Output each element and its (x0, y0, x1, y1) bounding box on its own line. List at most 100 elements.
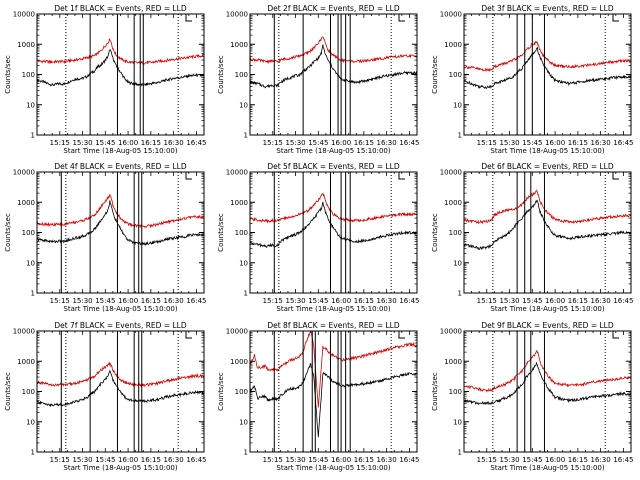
x-tick-label: 16:15 (568, 139, 588, 147)
state-indicator-mark (398, 14, 405, 22)
state-indicator-mark (398, 172, 405, 180)
y-tick-label: 1000 (444, 358, 462, 366)
panel-title: Det 4f BLACK = Events, RED = LLD (54, 162, 187, 171)
x-tick-label: 15:30 (72, 456, 92, 464)
x-tick-label: 16:00 (331, 297, 351, 305)
y-axis-label: Counts/sec (217, 372, 225, 411)
y-tick-label: 1 (244, 132, 248, 140)
panel-det-2f: 1 10 100 1000 10000 15:15 15:30 15:45 16:00 16:15… (217, 4, 420, 155)
panel-det-3f: 1 10 100 1000 10000 15:15 15:30 15:45 16:00 16:15… (431, 4, 634, 155)
x-tick-label: 15:30 (72, 139, 92, 147)
x-tick-label: 16:15 (141, 297, 161, 305)
state-indicator-mark (612, 14, 619, 22)
x-tick-label: 15:15 (50, 139, 70, 147)
series-group (464, 189, 631, 251)
x-tick-label: 16:30 (377, 139, 397, 147)
x-tick-label: 15:30 (499, 139, 519, 147)
y-axis-label: Counts/sec (217, 213, 225, 252)
x-tick-label: 15:30 (499, 297, 519, 305)
y-tick-label: 10 (453, 101, 462, 109)
x-tick-label: 16:15 (141, 139, 161, 147)
y-tick-label: 10000 (13, 328, 35, 336)
plot-frame (249, 171, 418, 294)
y-tick-label: 1 (31, 449, 35, 457)
x-tick-label: 15:45 (95, 297, 115, 305)
panel-title: Det 1f BLACK = Events, RED = LLD (54, 4, 187, 13)
series-line-events (464, 361, 631, 406)
series-line-lld (250, 192, 417, 224)
x-tick-label: 16:15 (354, 456, 374, 464)
series-line-events (250, 201, 417, 248)
x-axis-label: Start Time (18-Aug-05 15:10:00) (490, 464, 604, 472)
series-line-events (464, 46, 631, 90)
series-line-events (37, 49, 204, 87)
series-line-events (250, 44, 417, 89)
x-tick-label: 16:00 (545, 139, 565, 147)
y-tick-label: 1 (31, 290, 35, 298)
y-tick-label: 1 (458, 132, 462, 140)
y-tick-label: 10 (26, 259, 35, 267)
plot-frame (463, 171, 632, 294)
y-tick-label: 10 (453, 259, 462, 267)
x-axis-label: Start Time (18-Aug-05 15:10:00) (276, 464, 390, 472)
y-tick-label: 1000 (17, 358, 35, 366)
y-tick-label: 100 (235, 388, 248, 396)
x-tick-label: 16:15 (354, 297, 374, 305)
x-tick-label: 16:45 (399, 297, 419, 305)
x-tick-label: 16:00 (331, 139, 351, 147)
y-tick-label: 100 (449, 229, 462, 237)
series-group (250, 331, 417, 438)
y-tick-label: 1 (244, 290, 248, 298)
panel-det-6f: 1 10 100 1000 10000 15:15 15:30 15:45 16:00 16:15… (431, 162, 634, 313)
x-tick-label: 16:30 (591, 456, 611, 464)
x-tick-label: 16:30 (377, 297, 397, 305)
series-line-lld (37, 38, 204, 65)
x-axis-label: Start Time (18-Aug-05 15:10:00) (490, 305, 604, 313)
series-group (250, 192, 417, 248)
series-line-lld (464, 189, 631, 225)
x-tick-label: 15:15 (477, 456, 497, 464)
x-axis-label: Start Time (18-Aug-05 15:10:00) (276, 147, 390, 155)
x-tick-label: 16:00 (118, 456, 138, 464)
series-group (464, 349, 631, 406)
x-tick-label: 16:45 (399, 456, 419, 464)
y-tick-label: 10 (239, 259, 248, 267)
x-tick-label: 16:45 (399, 139, 419, 147)
panel-det-5f: 1 10 100 1000 10000 15:15 15:30 15:45 16:00 16:15… (217, 162, 420, 313)
x-tick-label: 15:45 (95, 139, 115, 147)
y-tick-label: 1 (244, 449, 248, 457)
x-axis-label: Start Time (18-Aug-05 15:10:00) (63, 147, 177, 155)
panel-det-9f: 1 10 100 1000 10000 15:15 15:30 15:45 16:00 16:15… (431, 321, 634, 472)
panel-det-7f: 1 10 100 1000 10000 15:15 15:30 15:45 16:00 16:15… (4, 321, 207, 472)
series-group (37, 361, 204, 408)
x-tick-label: 15:15 (263, 297, 283, 305)
panel-title: Det 3f BLACK = Events, RED = LLD (481, 4, 614, 13)
plot-frame (463, 330, 632, 453)
y-tick-label: 1 (458, 290, 462, 298)
y-tick-label: 1000 (230, 199, 248, 207)
y-axis-label: Counts/sec (431, 55, 439, 94)
x-tick-label: 15:45 (522, 456, 542, 464)
panel-det-8f: 1 10 100 1000 10000 15:15 15:30 15:45 16:00 16:15… (217, 321, 420, 472)
x-tick-label: 15:15 (263, 456, 283, 464)
y-axis-label: Counts/sec (4, 213, 12, 252)
x-tick-label: 16:45 (186, 297, 206, 305)
y-tick-label: 100 (22, 388, 35, 396)
x-tick-label: 16:00 (118, 297, 138, 305)
panel-det-1f: 1 10 100 1000 10000 15:15 15:30 15:45 16:00 16:15… (4, 4, 207, 155)
x-tick-label: 15:45 (522, 297, 542, 305)
y-axis-label: Counts/sec (431, 213, 439, 252)
x-tick-label: 15:30 (72, 297, 92, 305)
x-tick-label: 16:30 (591, 139, 611, 147)
y-tick-label: 10 (453, 418, 462, 426)
plot-frame (463, 13, 632, 136)
y-tick-label: 1 (31, 132, 35, 140)
series-line-events (250, 362, 417, 438)
x-tick-label: 15:30 (285, 297, 305, 305)
series-line-lld (250, 36, 417, 64)
x-axis-label: Start Time (18-Aug-05 15:10:00) (63, 464, 177, 472)
x-tick-label: 16:15 (141, 456, 161, 464)
x-tick-label: 15:15 (263, 139, 283, 147)
y-axis-label: Counts/sec (4, 372, 12, 411)
